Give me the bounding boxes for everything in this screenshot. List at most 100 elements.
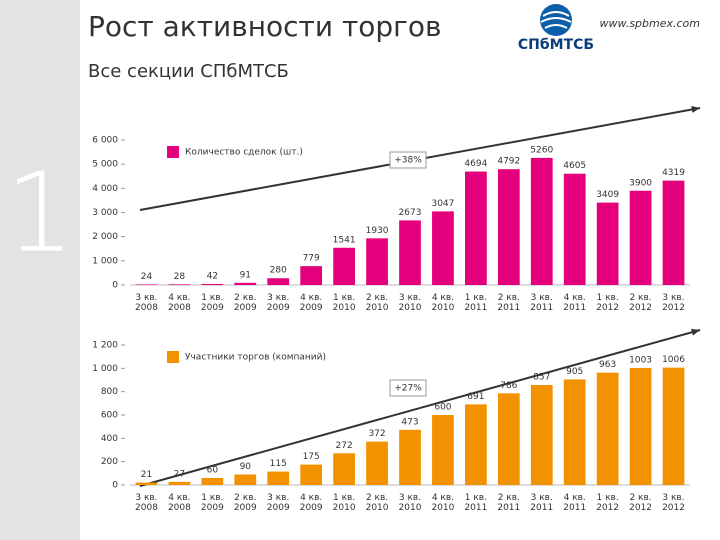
y-tick-label: 600	[101, 411, 118, 421]
bar	[168, 284, 191, 285]
x-tick-label: 3 кв. 2012	[662, 293, 685, 313]
data-label: 3047	[431, 199, 454, 209]
x-tick-label: 4 кв. 2010	[431, 293, 455, 313]
y-tick-label: 400	[101, 434, 118, 444]
x-tick-label: 3 кв. 2008	[135, 493, 158, 513]
bar	[201, 283, 224, 285]
data-label: 857	[533, 373, 550, 383]
bar	[135, 284, 158, 285]
y-tick-label: 1 000	[92, 256, 118, 266]
data-label: 5260	[530, 145, 553, 155]
data-label: 963	[599, 360, 616, 370]
bar	[629, 367, 652, 485]
bar	[267, 278, 290, 285]
side-strip	[0, 0, 80, 540]
data-label: 1003	[629, 355, 652, 365]
data-label: 21	[141, 470, 152, 480]
bar	[596, 202, 619, 285]
data-label: 28	[174, 272, 186, 282]
bar	[662, 180, 685, 285]
data-label: 4792	[497, 157, 520, 167]
data-label: 4605	[563, 161, 586, 171]
bar	[300, 266, 323, 285]
x-tick-label: 1 кв. 2011	[464, 493, 488, 513]
data-label: 905	[566, 367, 583, 377]
data-label: 600	[434, 403, 451, 413]
y-tick-label: 200	[101, 457, 118, 467]
x-tick-label: 4 кв. 2011	[563, 293, 587, 313]
bar	[662, 367, 685, 485]
bar	[333, 247, 355, 285]
data-label: 280	[270, 266, 287, 276]
bar	[629, 190, 652, 285]
legend-label: Количество сделок (шт.)	[185, 148, 303, 158]
x-tick-label: 3 кв. 2010	[398, 493, 422, 513]
bar	[497, 169, 520, 285]
data-label: 24	[141, 272, 153, 282]
x-tick-label: 2 кв. 2011	[497, 493, 521, 513]
data-label: 4694	[464, 159, 487, 169]
y-tick-label: 4 000	[92, 184, 118, 194]
data-label: 2673	[399, 208, 422, 218]
x-tick-label: 2 кв. 2010	[365, 293, 389, 313]
data-label: 3409	[596, 190, 619, 200]
bar	[530, 385, 553, 485]
bar	[333, 453, 355, 485]
data-label: 1006	[662, 355, 685, 365]
data-label: 473	[401, 417, 418, 427]
url: www.spbmex.com	[600, 17, 700, 30]
data-label: 372	[368, 429, 385, 439]
bar	[563, 173, 586, 285]
data-label: 272	[336, 441, 353, 451]
annotation: +27%	[394, 384, 422, 394]
bar	[234, 282, 257, 285]
legend-label: Участники торгов (компаний)	[185, 353, 326, 363]
x-tick-label: 4 кв. 2011	[563, 493, 587, 513]
data-label: 60	[207, 466, 219, 476]
x-tick-label: 2 кв. 2012	[629, 493, 653, 513]
logo-icon	[540, 4, 572, 36]
bar	[399, 429, 421, 485]
data-label: 42	[207, 271, 218, 281]
annotation-box	[389, 379, 427, 397]
data-label: 175	[303, 452, 320, 462]
bar	[234, 474, 257, 485]
x-tick-label: 1 кв. 2009	[200, 493, 224, 513]
y-tick-label: 6 000	[92, 136, 118, 146]
bar	[300, 464, 323, 485]
bar	[432, 415, 454, 485]
legend-swatch	[167, 146, 179, 158]
bar	[530, 157, 553, 285]
y-tick-label: 0	[112, 481, 118, 491]
arrow-head	[691, 106, 700, 113]
bar	[596, 372, 619, 485]
x-tick-label: 4 кв. 2009	[299, 293, 323, 313]
data-label: 4319	[662, 168, 685, 178]
bar	[563, 379, 586, 485]
y-tick-label: 2 000	[92, 232, 118, 242]
bar	[465, 404, 487, 485]
trend-arrow	[139, 329, 701, 487]
x-tick-label: 1 кв. 2009	[200, 293, 224, 313]
x-tick-label: 1 кв. 2010	[332, 493, 356, 513]
y-tick-label: 0	[112, 281, 118, 291]
x-tick-label: 1 кв. 2012	[596, 293, 620, 313]
bar	[201, 478, 224, 485]
x-tick-label: 3 кв. 2009	[266, 293, 290, 313]
x-tick-label: 2 кв. 2009	[233, 293, 257, 313]
subtitle: Все секции СПбМТСБ	[88, 61, 289, 82]
logo-text: СПбМТСБ	[518, 37, 594, 53]
data-label: 91	[240, 270, 251, 280]
x-tick-label: 4 кв. 2009	[299, 493, 323, 513]
x-tick-label: 2 кв. 2011	[497, 293, 521, 313]
x-tick-label: 1 кв. 2010	[332, 293, 356, 313]
y-tick-label: 1 000	[92, 364, 118, 374]
x-tick-label: 3 кв. 2010	[398, 293, 422, 313]
bar	[168, 481, 191, 485]
y-tick-label: 3 000	[92, 208, 118, 218]
bar	[366, 441, 388, 485]
bar	[366, 238, 388, 285]
x-tick-label: 4 кв. 2010	[431, 493, 455, 513]
x-tick-label: 3 кв. 2011	[530, 493, 554, 513]
